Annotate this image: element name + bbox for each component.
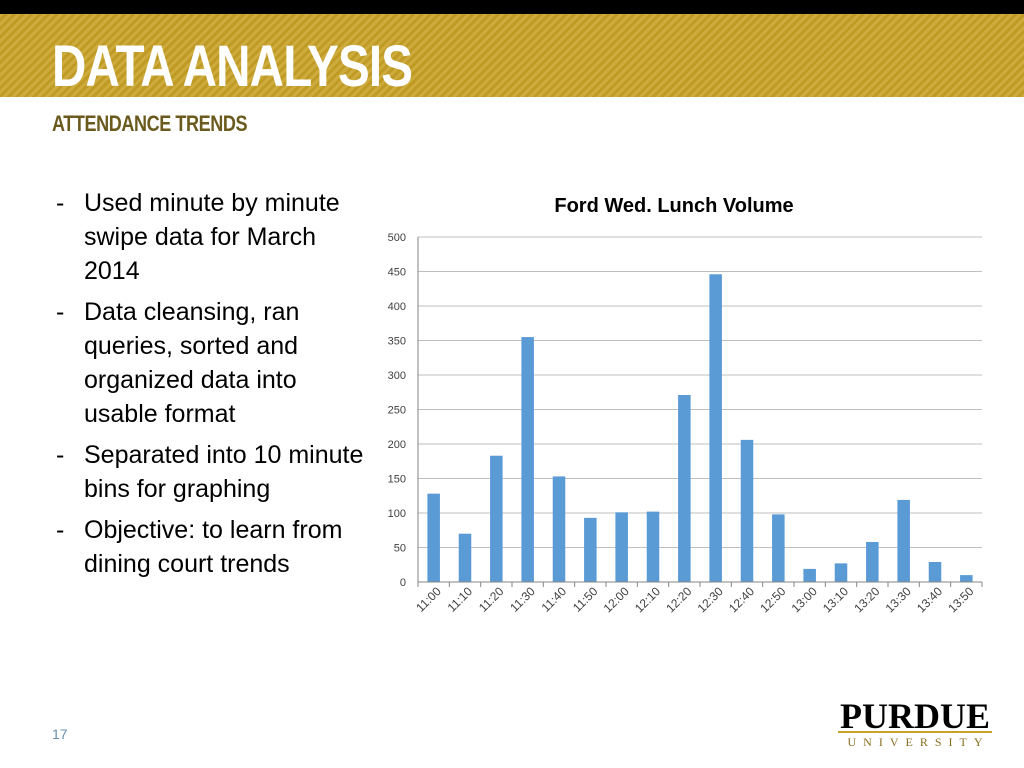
y-tick-label: 450 xyxy=(388,267,406,279)
bullet-item: - Separated into 10 minute bins for graph… xyxy=(56,438,366,506)
x-tick-label: 12:50 xyxy=(757,584,788,615)
x-tick-label: 11:40 xyxy=(539,584,570,615)
y-tick-label: 500 xyxy=(388,232,406,244)
bullet-item: - Used minute by minute swipe data for Ma… xyxy=(56,186,366,288)
x-tick-label: 13:20 xyxy=(851,584,882,615)
bullet-text: Used minute by minute swipe data for Mar… xyxy=(84,189,340,285)
bar-1340 xyxy=(928,561,942,582)
logo-subtext: UNIVERSITY xyxy=(847,735,990,749)
bar-1120 xyxy=(490,455,503,582)
y-tick-label: 250 xyxy=(388,405,406,417)
x-tick-label: 13:30 xyxy=(883,584,914,615)
bar-1130 xyxy=(521,337,534,582)
x-tick-label: 13:10 xyxy=(820,584,851,615)
bullet-dash: - xyxy=(56,298,65,326)
x-tick-label: 11:10 xyxy=(445,584,476,615)
x-tick-label: 11:50 xyxy=(570,584,601,615)
bar-1140 xyxy=(552,476,566,582)
y-tick-label: 300 xyxy=(388,370,406,382)
y-tick-label: 400 xyxy=(388,301,406,313)
bullet-dash: - xyxy=(56,516,65,544)
bar-1150 xyxy=(584,517,597,582)
bar-1210 xyxy=(646,511,660,582)
slide-subtitle: ATTENDANCE TRENDS xyxy=(52,111,248,136)
bar-1110 xyxy=(458,533,472,582)
bar-1300 xyxy=(803,568,816,582)
x-tick-label: 12:20 xyxy=(663,584,694,615)
x-tick-label: 13:50 xyxy=(945,584,976,615)
x-tick-label: 11:30 xyxy=(507,584,538,615)
y-tick-label: 0 xyxy=(400,577,406,589)
bar-1230 xyxy=(709,274,722,582)
y-tick-label: 150 xyxy=(388,474,406,486)
y-tick-label: 50 xyxy=(394,543,406,555)
bar-1220 xyxy=(678,395,691,582)
bullet-dash: - xyxy=(56,189,65,217)
x-tick-label: 12:30 xyxy=(695,584,726,615)
y-tick-label: 200 xyxy=(388,439,406,451)
bar-1350 xyxy=(960,575,973,582)
x-tick-label: 13:00 xyxy=(789,584,820,615)
bar-1250 xyxy=(772,514,785,582)
bullet-item: - Objective: to learn from dining court t… xyxy=(56,513,366,581)
x-tick-label: 11:00 xyxy=(413,584,444,615)
x-tick-label: 12:00 xyxy=(601,584,632,615)
bullet-text: Separated into 10 minute bins for graphi… xyxy=(84,441,364,503)
bar-1100 xyxy=(427,493,440,582)
chart-title: Ford Wed. Lunch Volume xyxy=(554,195,793,217)
bar-1320 xyxy=(866,541,879,582)
bars xyxy=(427,274,973,582)
bar-1310 xyxy=(834,563,848,582)
axes xyxy=(417,237,983,587)
lunch-volume-chart: Ford Wed. Lunch Volume 0 50 100 150 200 250 30… xyxy=(370,180,1010,650)
logo-rule xyxy=(838,731,992,733)
x-tick-label: 13:40 xyxy=(914,584,945,615)
grid-lines xyxy=(418,236,982,548)
bullet-text: Data cleansing, ran queries, sorted and … xyxy=(84,298,300,428)
bullet-dash: - xyxy=(56,441,65,469)
chart-svg: Ford Wed. Lunch Volume 0 50 100 150 200 250 30… xyxy=(388,195,983,615)
top-black-bar xyxy=(0,0,1024,14)
x-tick-label: 12:40 xyxy=(726,584,757,615)
bullet-item: - Data cleansing, ran queries, sorted and… xyxy=(56,295,366,431)
slide-title: DATA ANALYSIS xyxy=(52,34,413,99)
y-tick-label: 350 xyxy=(388,336,406,348)
bullet-list: - Used minute by minute swipe data for Ma… xyxy=(56,186,366,588)
purdue-logo: PURDUE UNIVERSITY xyxy=(836,698,994,750)
bar-1330 xyxy=(897,499,910,582)
page-number: 17 xyxy=(52,726,68,742)
bar-1240 xyxy=(740,439,754,582)
header-band xyxy=(0,14,1024,97)
x-tick-label: 12:10 xyxy=(632,584,663,615)
x-tick-label: 11:20 xyxy=(476,584,507,615)
bullet-text: Objective: to learn from dining court tr… xyxy=(84,516,343,578)
y-tick-label: 100 xyxy=(388,508,406,520)
bar-1200 xyxy=(615,512,628,582)
logo-wordmark: PURDUE xyxy=(840,696,990,736)
